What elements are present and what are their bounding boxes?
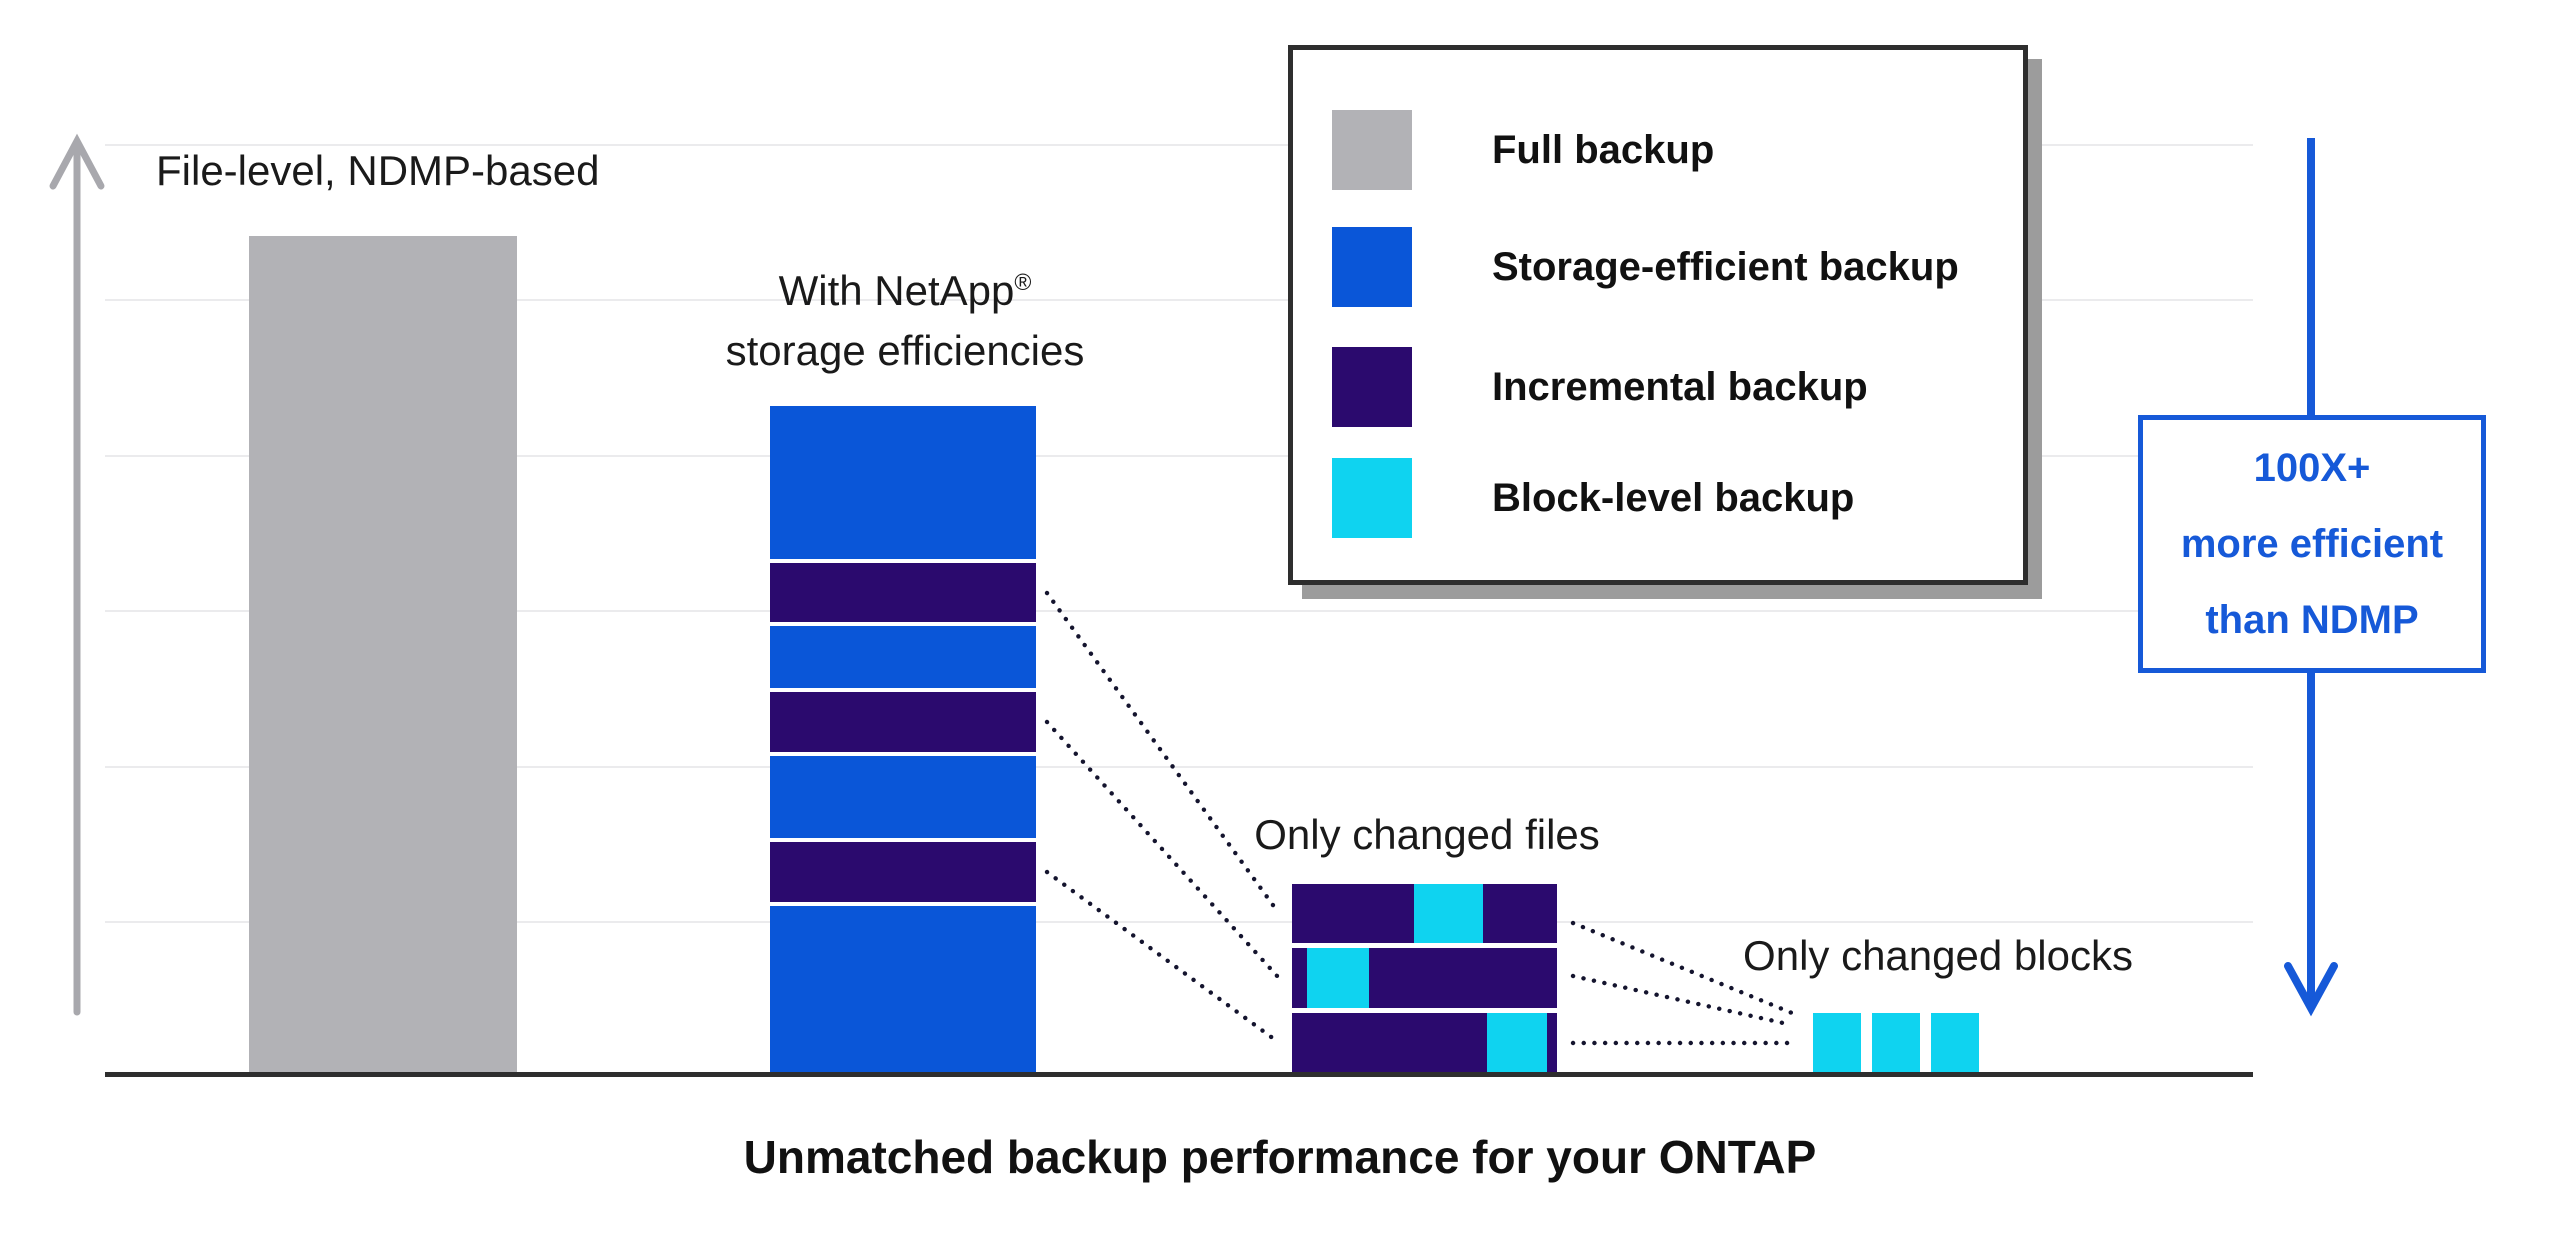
changed-block-3 — [1931, 1013, 1979, 1072]
stacked-bar-label-line1: With NetApp — [778, 267, 1015, 314]
gridline-3 — [105, 455, 2253, 457]
dotted-connector-1 — [1044, 590, 1281, 915]
legend-item-label: Full backup — [1492, 127, 1715, 172]
legend-item-incremental-backup: Incremental backup — [1332, 347, 1868, 427]
changed-files-row-2 — [1292, 948, 1557, 1008]
changed-files-cyan-block-3 — [1487, 1012, 1547, 1072]
legend-item-block-level-backup: Block-level backup — [1332, 458, 1854, 538]
gridline-4 — [105, 610, 2253, 612]
efficiency-callout-box: 100X+ more efficient than NDMP — [2138, 415, 2486, 673]
legend-swatch-icon — [1332, 110, 1412, 190]
stacked-bar-segment-4 — [770, 692, 1036, 752]
changed-files-row-1 — [1292, 883, 1557, 944]
changed-blocks-label: Only changed blocks — [1743, 932, 2133, 979]
up-arrow-icon — [49, 133, 105, 1016]
gridline-6 — [105, 921, 2253, 923]
dotted-connectors — [1044, 590, 1795, 1046]
legend-item-label: Storage-efficient backup — [1492, 244, 1959, 289]
legend-item-storage-efficient-backup: Storage-efficient backup — [1332, 227, 1959, 307]
full-bar-label: File-level, NDMP-based — [156, 147, 600, 194]
changed-files-label: Only changed files — [1254, 811, 1600, 858]
changed-files-cyan-block-1 — [1413, 883, 1483, 944]
registered-mark: ® — [1014, 269, 1032, 295]
chart-title: Unmatched backup performance for your ON… — [743, 1131, 1817, 1183]
changed-block-1 — [1813, 1013, 1861, 1072]
gridline-2 — [105, 299, 2253, 301]
dotted-connector-4 — [1570, 920, 1795, 1016]
legend: Full backup Storage-efficient backup Incre… — [1288, 45, 2028, 585]
stacked-bar-segment-3 — [770, 626, 1036, 689]
stacked-bar-segment-2 — [770, 562, 1036, 623]
callout-line1: 100X+ — [2253, 446, 2371, 490]
legend-swatch-icon — [1332, 347, 1412, 427]
callout-line3: than NDMP — [2205, 598, 2419, 642]
changed-block-2 — [1872, 1013, 1920, 1072]
dotted-connector-2 — [1044, 719, 1281, 980]
dotted-connector-3 — [1044, 869, 1281, 1045]
legend-item-label: Incremental backup — [1492, 364, 1868, 409]
stacked-bar-segment-6 — [770, 842, 1036, 902]
gridline-5 — [105, 766, 2253, 768]
callout-line2: more efficient — [2180, 522, 2444, 566]
legend-item-full-backup: Full backup — [1332, 110, 1714, 190]
stacked-bar-segment-5 — [770, 755, 1036, 839]
gridline-1 — [105, 144, 2253, 146]
stacked-bar-segment-7 — [770, 905, 1036, 1072]
legend-swatch-icon — [1332, 458, 1412, 538]
legend-swatch-icon — [1332, 227, 1412, 307]
full-backup-bar — [249, 236, 517, 1072]
stacked-bar-label: With NetApp® storage efficiencies — [655, 252, 1155, 381]
changed-files-row-3 — [1292, 1012, 1557, 1072]
stacked-bar-label-line2: storage efficiencies — [725, 327, 1085, 374]
legend-item-label: Block-level backup — [1492, 475, 1855, 520]
changed-files-cyan-block-2 — [1307, 948, 1369, 1008]
stacked-bar-segment-1 — [770, 405, 1036, 559]
x-axis-line — [105, 1072, 2253, 1077]
